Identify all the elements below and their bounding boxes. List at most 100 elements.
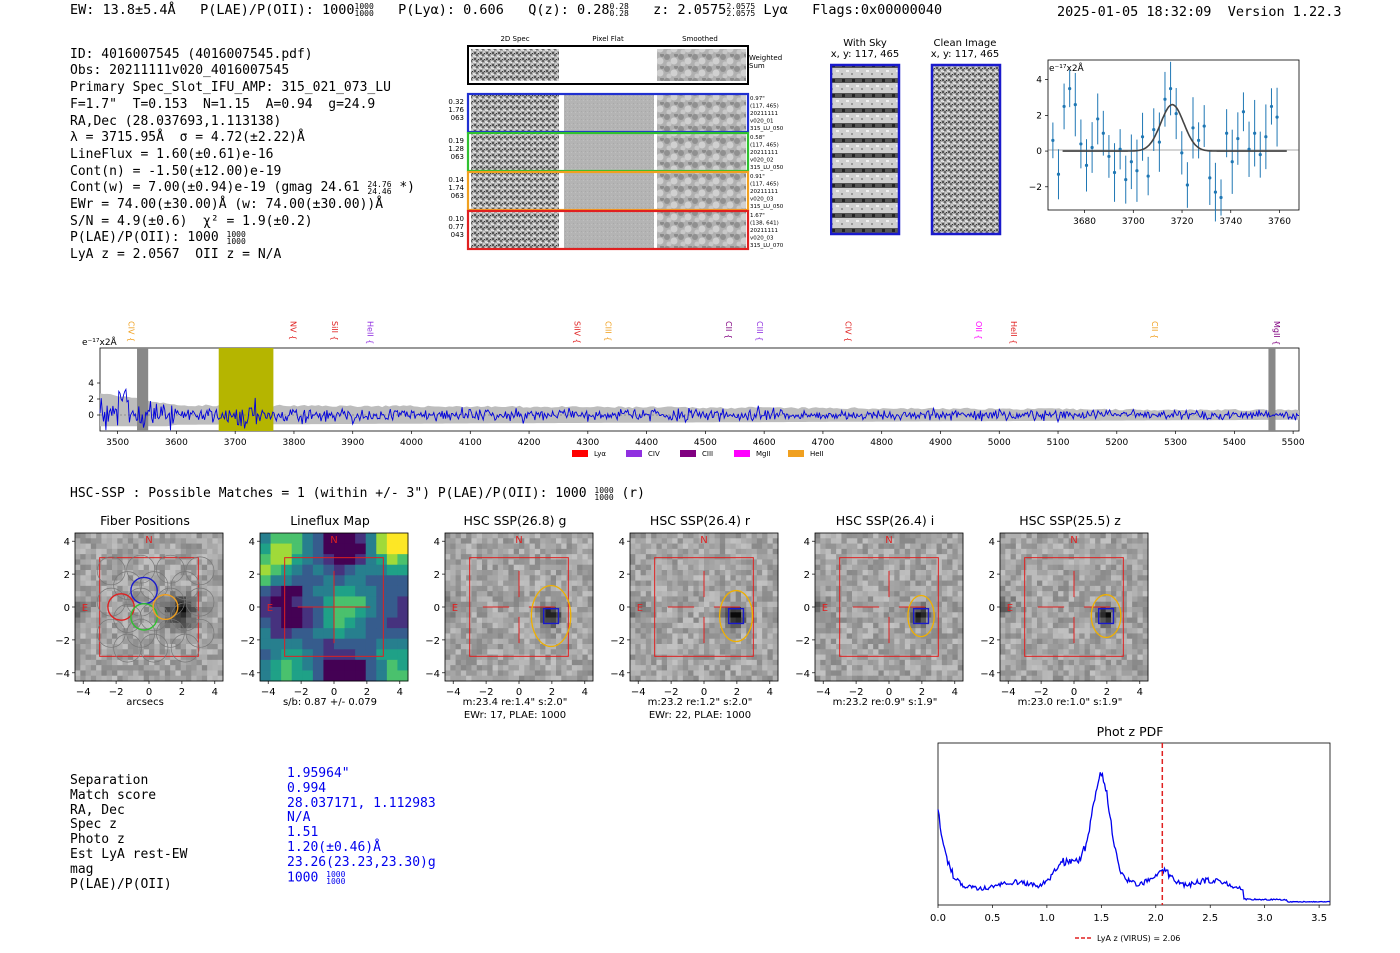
match-value: 1000 1000 1000: [287, 869, 346, 886]
hsc-xtick: 0: [886, 687, 892, 698]
zoom-unit: e⁻¹⁷x2Å: [1049, 62, 1085, 74]
north-marker: N: [145, 535, 152, 546]
hsc-xtick: 2: [364, 687, 370, 698]
fiber-circle: [139, 633, 169, 663]
match-label: P(LAE)/P(OII): [70, 876, 172, 892]
zoom-data-point: [1208, 176, 1212, 180]
crosshair: [297, 570, 371, 644]
header-qz: Q(z): 0.28: [528, 2, 610, 18]
cutout-left-label: 0.10 0.77 043: [448, 215, 464, 239]
hsc-ytick: 4: [989, 537, 995, 548]
fiber-circle: [185, 556, 215, 586]
counterpart-box: [727, 607, 745, 625]
full-xtick: 3500: [106, 438, 129, 448]
cutout-smoothed: [657, 173, 746, 209]
hsc-ytick: 2: [804, 570, 810, 581]
match-value: 1.51: [287, 825, 319, 841]
cutout-flat: [564, 134, 654, 170]
zoom-ytick: 2: [1036, 111, 1042, 121]
hsc-panel-image: N E −4 −2 0 2 4 4 2 0 −2 −4: [795, 532, 964, 698]
zoom-data-point: [1225, 131, 1229, 135]
info-plae: P(LAE)/P(OII): 1000 1000 1000: [70, 229, 246, 246]
fiber-circle: [170, 633, 200, 663]
counterpart-box: [912, 607, 930, 625]
info-contn: Cont(n) = -1.50(±12.00)e-19: [70, 163, 282, 179]
hsc-xtick: 4: [767, 687, 773, 698]
spectral-line-label: NV {: [288, 321, 297, 340]
search-box: [654, 557, 754, 657]
zoom-data-point: [1062, 104, 1066, 109]
full-ytick: 2: [88, 395, 94, 405]
zoom-data-point: [1129, 160, 1133, 164]
zoom-xtick: 3700: [1122, 217, 1145, 227]
legend-label: Lyα: [594, 450, 606, 458]
hsc-panel-title: HSC SSP(26.8) g: [463, 513, 567, 528]
zoom-data-point: [1084, 163, 1089, 167]
hsc-summary: HSC-SSP : Possible Matches = 1 (within +…: [70, 485, 645, 502]
zoom-data-point: [1236, 136, 1240, 141]
info-id: ID: 4016007545 (4016007545.pdf): [70, 46, 313, 62]
info-params: F=1.7" T=0.153 N=1.15 A=0.94 g=24.9: [70, 96, 376, 112]
hsc-xtick: −2: [294, 687, 309, 698]
zoom-data-point: [1073, 103, 1077, 107]
col-2d-spec: 2D Spec: [500, 35, 529, 43]
header-z: z: 2.0575: [653, 2, 727, 18]
spectral-line-label: CII {: [1150, 321, 1159, 339]
north-marker: N: [1070, 535, 1077, 546]
hsc-panel-caption: s/b: 0.87 +/- 0.079: [282, 697, 378, 708]
zoom-data-point: [1275, 115, 1279, 119]
info-contw: Cont(w) = 7.00(±0.94)e-19 (gmag 24.61 24…: [70, 179, 415, 196]
hsc-panel-caption: m:23.2 re:1.2" s:2.0": [647, 697, 753, 708]
fiber-circle: [113, 571, 142, 600]
full-xtick: 4600: [753, 438, 776, 448]
weighted-smoothed: [657, 49, 746, 81]
north-marker: N: [330, 535, 337, 546]
zoom-data-point: [1258, 153, 1262, 157]
fiber-circle: [96, 618, 126, 648]
hsc-xtick: 2: [1104, 687, 1110, 698]
info-sn: S/N = 4.9(±0.6) χ² = 1.9(±0.2): [70, 213, 313, 229]
hsc-xtick: −4: [261, 687, 276, 698]
hsc-panel-image: N E −4 −2 0 2 4 4 2 0 −2 −4: [240, 532, 409, 698]
spectral-line-label: HeII {: [1009, 321, 1018, 344]
crosshair: [1037, 570, 1111, 644]
hsc-ytick: −4: [425, 669, 440, 680]
header-datetime: 2025-01-05 18:32:09: [1057, 4, 1212, 20]
hsc-ytick: 4: [804, 537, 810, 548]
hsc-panel-caption: arcsecs: [126, 697, 164, 708]
cutout-right-label: 1.67" (138, 641) 20211111 v020_03 315_LU_070: [750, 213, 784, 249]
photoz-xtick: 2.0: [1148, 913, 1164, 924]
hsc-ytick: 2: [249, 570, 255, 581]
spectral-line-label: SiIV {: [572, 321, 581, 344]
zoom-data-point: [1051, 138, 1055, 142]
hsc-ytick: 2: [434, 570, 440, 581]
legend-label: CIII: [702, 450, 713, 458]
zoom-data-point: [1247, 147, 1251, 151]
hsc-ytick: −2: [425, 636, 440, 647]
fiber-circle: [126, 618, 156, 648]
full-xtick: 5400: [1223, 438, 1246, 448]
cutout-2d: [471, 95, 559, 131]
zoom-data-point: [1191, 126, 1195, 130]
hsc-xtick: 2: [179, 687, 185, 698]
zoom-spectrum-plot: e⁻¹⁷x2Å 4 2 0 −2 3680 3700 3720 3740 3760: [1029, 59, 1300, 227]
zoom-data-point: [1090, 145, 1094, 150]
zoom-data-point: [1157, 140, 1161, 144]
hsc-xtick: 2: [549, 687, 555, 698]
hsc-ytick: −4: [55, 669, 70, 680]
zoom-xtick: 3760: [1268, 217, 1291, 227]
zoom-data-point: [1056, 172, 1061, 176]
photoz-xtick: 3.0: [1257, 913, 1273, 924]
zoom-xtick: 3740: [1219, 217, 1242, 227]
with-sky-title: With Sky x, y: 117, 465: [830, 38, 900, 60]
aperture-ellipse: [1090, 594, 1122, 639]
full-xtick: 5300: [1164, 438, 1187, 448]
hsc-xtick: 0: [1071, 687, 1077, 698]
counterpart-box: [1097, 607, 1115, 625]
photoz-legend: LyA z (VIRUS) = 2.06: [1097, 934, 1180, 943]
spectral-line-label: SiII {: [330, 321, 339, 341]
east-marker: E: [82, 603, 88, 614]
spectral-line-label: CIII {: [604, 321, 613, 341]
cutout-flat: [564, 173, 654, 209]
crosshair: [667, 570, 741, 644]
